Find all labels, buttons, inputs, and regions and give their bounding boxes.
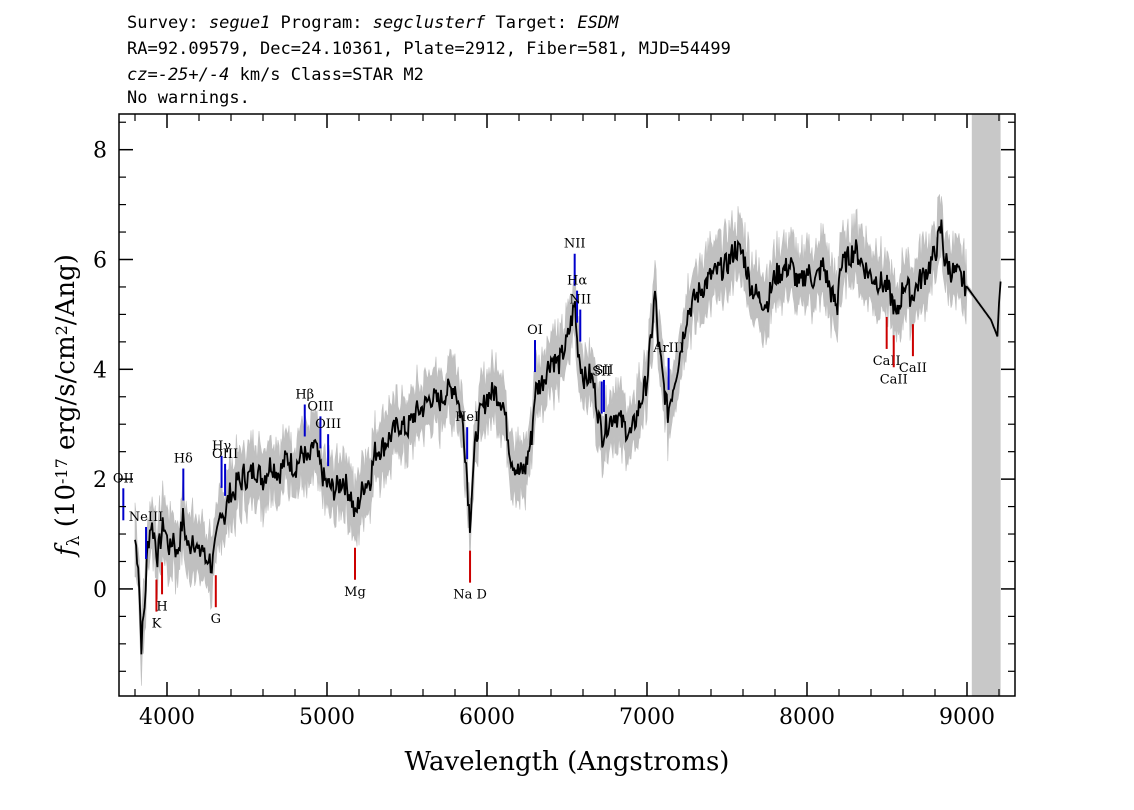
y-title-part: -17 — [52, 458, 71, 484]
header-line-4: No warnings. — [127, 88, 250, 108]
spectral-line-label: G — [211, 612, 221, 627]
x-axis-title: Wavelength (Angstroms) — [405, 747, 730, 777]
header-run: km/s Class=STAR M2 — [229, 65, 423, 85]
spectral-line-label: Hβ — [295, 387, 314, 402]
y-title-part: erg/s/cm — [51, 335, 81, 458]
spectral-line-label: CaII — [873, 354, 901, 369]
header-run: ESDM — [577, 13, 619, 33]
spectral-line-label: OIII — [307, 399, 333, 414]
spectral-line-label: NeIII — [129, 510, 163, 525]
y-title-part: λ — [64, 535, 84, 546]
flux-series-line — [134, 219, 1002, 655]
spectral-line-label: NII — [569, 293, 591, 308]
y-axis-title: fλ (10-17 erg/s/cm2/Ang) — [51, 254, 84, 558]
spectral-line-label: NII — [564, 237, 586, 252]
y-axis: 0 2 4 6 8 — [93, 121, 1015, 672]
spectral-line-label: SII — [592, 365, 611, 380]
spectral-line-label: HeI — [455, 410, 479, 425]
header-line-3: cz=-25+/-4 km/s Class=STAR M2 — [127, 65, 424, 85]
spectral-line-label: CaII — [899, 361, 927, 376]
spectral-line-label: OIII — [212, 447, 238, 462]
x-tick-label: 9000 — [939, 705, 995, 730]
header-run: Survey: — [127, 13, 209, 33]
spectral-line-label: Hδ — [174, 452, 193, 467]
y-tick-label: 2 — [93, 468, 107, 493]
spectral-line-label: OI — [527, 323, 543, 338]
y-tick-label: 0 — [93, 578, 107, 603]
header-run: Target: — [485, 13, 577, 33]
x-axis: 4000 5000 6000 7000 8000 9000 — [134, 114, 1000, 730]
y-tick-label: 6 — [93, 249, 107, 274]
spectral-line-label: Hγ — [212, 439, 231, 454]
spectral-line-label: ArIII — [652, 341, 684, 356]
y-tick-label: 4 — [93, 358, 107, 383]
x-tick-label: 4000 — [139, 705, 195, 730]
header-run: cz=-25+/-4 — [127, 65, 229, 85]
y-title-part: /Ang) — [51, 254, 81, 325]
x-tick-label: 5000 — [299, 705, 355, 730]
header-line-2: RA=92.09579, Dec=24.10361, Plate=2912, F… — [127, 39, 731, 59]
plot-frame — [118, 113, 1016, 697]
error-band — [134, 194, 1001, 686]
spectral-line-label: K — [152, 617, 162, 632]
masked-region — [971, 114, 1001, 696]
x-tick-label: 6000 — [459, 705, 515, 730]
x-tick-label: 8000 — [779, 705, 835, 730]
chart-header: Survey: segue1 Program: segclusterf Targ… — [127, 13, 731, 108]
spectral-line-label: CaII — [880, 372, 908, 387]
spectral-line-label: H — [156, 599, 167, 614]
y-title-part: 2 — [52, 325, 71, 335]
y-tick-label: 8 — [93, 139, 107, 164]
spectral-line-label: Hα — [567, 274, 587, 289]
y-title-part: (10 — [51, 484, 81, 536]
spectral-line-label: Mg — [344, 585, 366, 600]
header-run: segue1 — [209, 13, 270, 33]
spectral-line-label: SII — [594, 363, 613, 378]
spectral-line-label: OIII — [315, 417, 341, 432]
spectral-line-label: Na D — [453, 588, 487, 603]
header-run: Program: — [270, 13, 372, 33]
header-run: segclusterf — [373, 13, 486, 33]
header-line-1: Survey: segue1 Program: segclusterf Targ… — [127, 13, 619, 33]
x-tick-label: 7000 — [619, 705, 675, 730]
